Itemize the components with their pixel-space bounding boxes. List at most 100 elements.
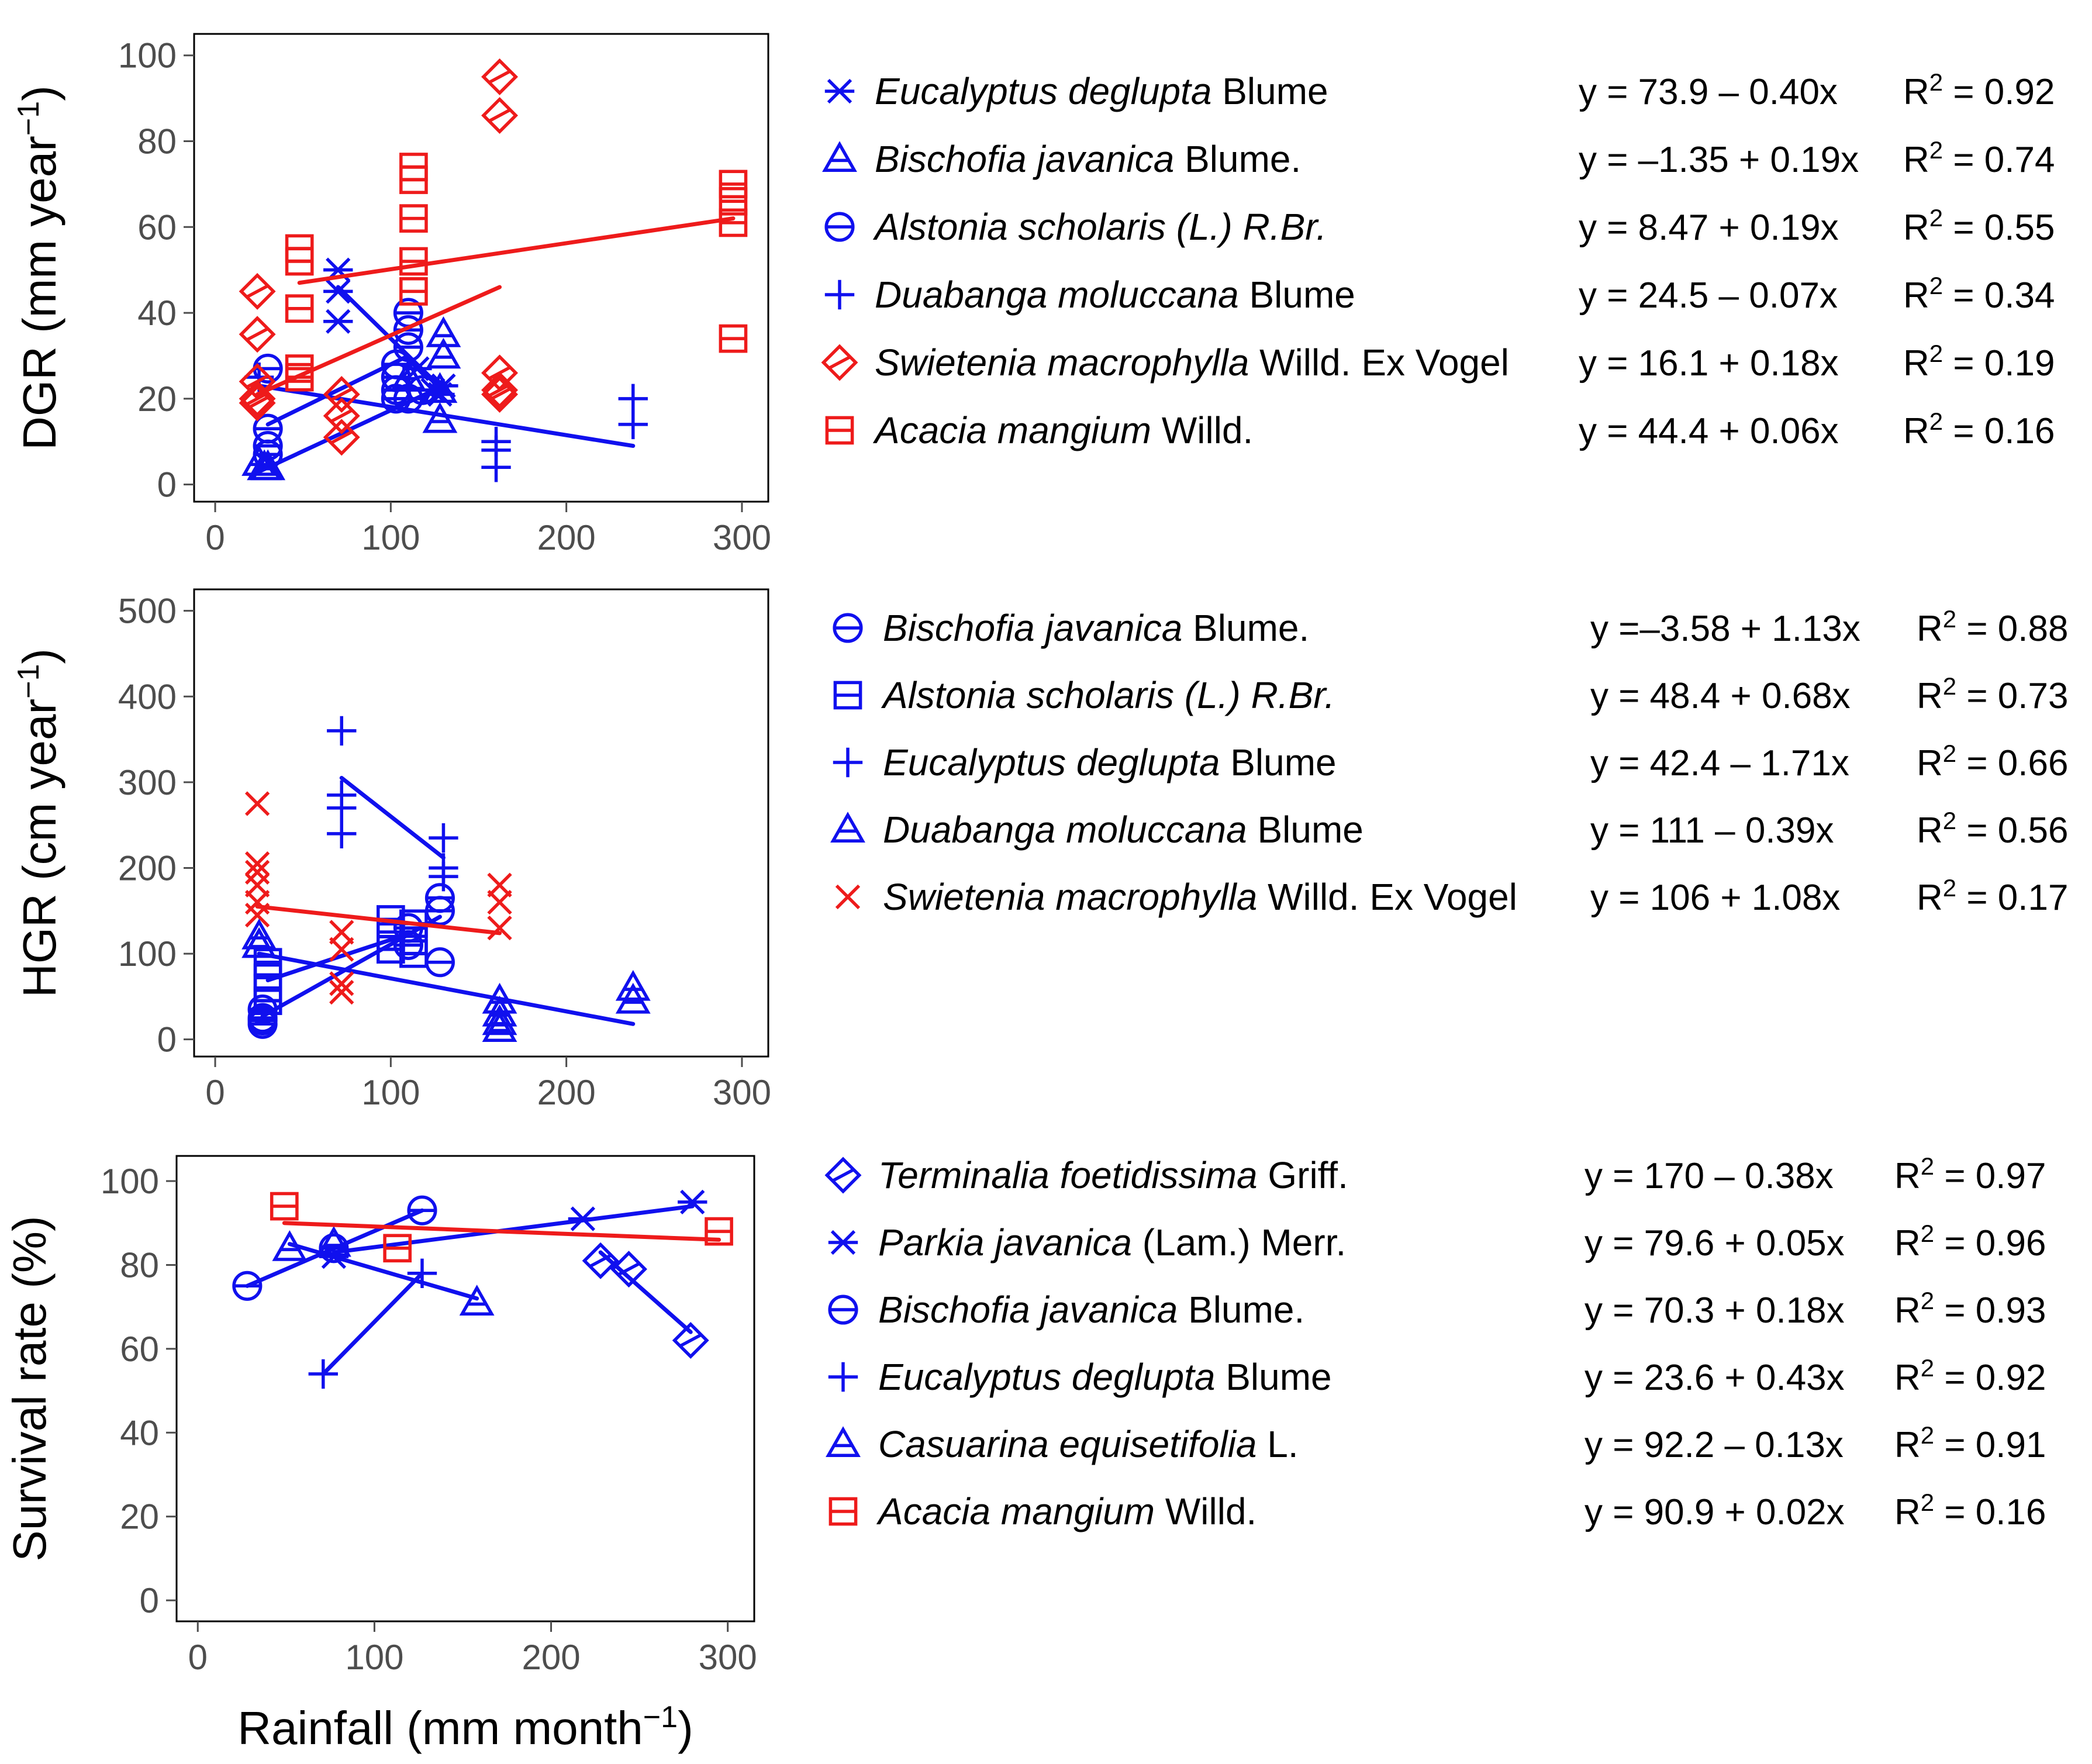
regression-line [297,216,736,285]
r-squared: R2 = 0.66 [1917,740,2068,784]
legend-label: Alstonia scholaris (L.) R.Br. [872,206,1327,248]
y-tick-label: 200 [118,848,177,888]
marker-bar [246,396,269,410]
data-point [285,363,314,392]
marker-shape [482,1011,517,1042]
data-point [244,791,270,816]
marker-shape [422,402,458,433]
y-tick-label: 0 [157,465,177,505]
legend-label: Terminalia foetidissima Griff. [878,1154,1348,1196]
data-point [329,979,354,1005]
x-tick-label: 0 [188,1638,208,1677]
data-point [285,247,314,276]
panel-hgr: 0 100 200 300 0 100 200 300 400 500 HGR (cm year−1… [12,588,2068,1112]
regression-line [265,353,410,427]
x-tick-label: 200 [522,1638,580,1677]
regression-line [336,285,446,392]
legend-label: Swietenia macrophylla Willd. Ex Vogel [883,876,1517,918]
regression-equation: y = 90.9 + 0.02x [1584,1492,1845,1532]
legend-entry: Alstonia scholaris (L.) R.Br. y = 48.4 + … [833,672,2068,716]
data-point [327,819,357,849]
r-squared: R2 = 0.55 [1903,204,2055,248]
marker-bar [679,1333,702,1348]
y-tick-label: 100 [118,36,177,75]
marker-shape [323,397,360,434]
data-point [481,96,519,134]
series-duabanga-moluccana [241,918,651,1042]
series-eucalyptus-deglupta [327,716,458,892]
panel-survival: 0 100 200 300 0 20 40 60 80 100 Survival rate (%) R… [4,1152,2046,1755]
marker-d2 [244,902,270,928]
marker-shape [481,376,519,413]
legend-label: Parkia javanica (Lam.) Merr. [878,1221,1346,1264]
data-point [618,409,648,440]
y-axis-title: DGR (mm year−1) [12,85,65,450]
marker-bar [330,409,353,423]
data-point [253,439,283,470]
marker-shape [239,384,276,422]
y-tick-label: 100 [101,1162,159,1201]
data-point [719,170,748,199]
series-duabanga-moluccana [244,362,648,482]
legend-entry: Swietenia macrophylla Willd. Ex Vogel y =… [821,340,2055,384]
r-squared: R2 = 0.97 [1894,1152,2046,1197]
regression-equation: y =–3.58 + 1.13x [1590,609,1860,649]
data-point [323,397,360,434]
data-point [487,889,512,915]
marker-shape [481,371,519,409]
data-point [316,1226,351,1257]
data-point [407,1195,437,1226]
series-alstonia-scholaris [253,298,437,470]
x-tick-label: 100 [361,1073,420,1112]
legend-label: Bischofia javanica Blume. [883,607,1309,649]
y-tick-label: 20 [137,379,177,419]
marker-shape [459,1285,495,1316]
marker-shape [239,272,276,310]
marker-shape [323,376,360,413]
marker-shape [830,812,865,843]
data-point [429,861,458,892]
x-tick-label: 100 [345,1638,403,1677]
regression-line [282,1221,722,1242]
legend-label: Duabanga moluccana Blume [875,274,1355,316]
r-squared: R2 = 0.34 [1903,272,2055,316]
legend-label: Eucalyptus deglupta Blume [875,70,1328,112]
regression-equation: y = 92.2 – 0.13x [1584,1425,1844,1465]
plot-frame [175,1155,755,1623]
marker-shape [615,982,651,1014]
series-casuarina-equisetifolia [272,1226,495,1316]
legend-marker [825,416,854,445]
data-point [678,1189,707,1215]
data-point [481,376,519,413]
data-point [376,935,405,964]
series-acacia-mangium [270,1192,733,1263]
legend-marker [828,1362,858,1392]
data-point [232,1271,263,1301]
legend-entry: Eucalyptus deglupta Blume y = 73.9 – 0.40… [824,68,2055,112]
r-squared: R2 = 0.16 [1903,408,2055,452]
legend-label: Duabanga moluccana Blume [883,809,1363,851]
legend-label: Eucalyptus deglupta Blume [878,1356,1332,1398]
marker-shape [239,380,276,417]
data-point [719,187,748,216]
x-tick-label: 200 [537,518,596,557]
legend-marker [824,78,855,104]
legend-entry: Bischofia javanica Blume. y = –1.35 + 0.1… [822,136,2055,180]
legend-marker [828,1497,858,1526]
legend-marker [822,141,857,172]
marker-d2 [244,851,270,876]
marker-d2 [487,889,512,915]
series-acacia-mangium [285,153,748,392]
legend-label: Bischofia javanica Blume. [875,138,1301,180]
marker-shape [610,1251,647,1288]
y-tick-label: 40 [120,1413,159,1452]
x-tick-label: 300 [713,518,771,557]
y-tick-label: 100 [118,934,177,974]
legend-entry: Duabanga moluccana Blume y = 111 – 0.39x R… [830,807,2068,851]
data-point [323,376,360,413]
data-point [618,384,648,414]
series-swietenia-macrophylla [244,791,512,1005]
plot-frame [193,588,769,1058]
legend-entry: Casuarina equisetifolia L. y = 92.2 – 0.1… [826,1421,2046,1465]
